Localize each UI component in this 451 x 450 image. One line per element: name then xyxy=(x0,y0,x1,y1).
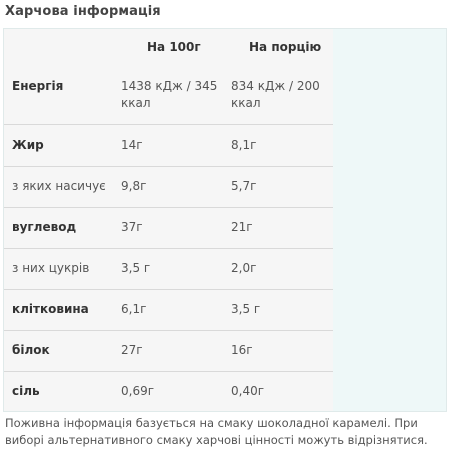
row-label: вуглевод xyxy=(12,220,77,234)
row-value-per-serving: 834 кДж / 200 ккал xyxy=(231,79,320,110)
header-per-100g: На 100г xyxy=(147,40,201,54)
row-value-per-serving: 8,1г xyxy=(231,138,257,152)
nutrition-table: На 100г На порцію Енергія 1438 кДж / 345… xyxy=(3,28,447,412)
row-value-per-serving: 2,0г xyxy=(231,261,257,275)
row-value-per-100g: 37г xyxy=(121,220,143,234)
table-row-sugars: з них цукрів 3,5 г 2,0г xyxy=(4,249,333,290)
row-value-per-100g: 14г xyxy=(121,138,143,152)
row-label: Жир xyxy=(12,138,44,152)
table-row-saturated: з яких насичує 9,8г 5,7г xyxy=(4,167,333,208)
row-value-per-serving: 21г xyxy=(231,220,253,234)
table-row-fat: Жир 14г 8,1г xyxy=(4,125,333,167)
row-value-per-100g: 0,69г xyxy=(121,384,155,398)
row-value-per-100g: 6,1г xyxy=(121,302,147,316)
table-row-energy: Енергія 1438 кДж / 345 ккал 834 кДж / 20… xyxy=(4,69,333,125)
header-per-serving: На порцію xyxy=(249,40,322,54)
row-label: з яких насичує xyxy=(12,179,106,193)
table-row-protein: білок 27г 16г xyxy=(4,331,333,372)
row-value-per-serving: 16г xyxy=(231,343,253,357)
row-value-per-serving: 0,40г xyxy=(231,384,265,398)
row-value-per-100g: 3,5 г xyxy=(121,261,151,275)
row-value-per-100g: 9,8г xyxy=(121,179,147,193)
row-value-per-serving: 3,5 г xyxy=(231,302,261,316)
table-row-fibre: клітковина 6,1г 3,5 г xyxy=(4,290,333,331)
footnote: Поживна інформація базується на смаку шо… xyxy=(5,416,428,447)
row-value-per-100g: 27г xyxy=(121,343,143,357)
row-label: клітковина xyxy=(12,302,89,316)
row-value-per-100g: 1438 кДж / 345 ккал xyxy=(121,79,218,110)
table-row-salt: сіль 0,69г 0,40г xyxy=(4,372,333,413)
table-row-carbs: вуглевод 37г 21г xyxy=(4,208,333,249)
table-body-background xyxy=(4,29,333,411)
row-value-per-serving: 5,7г xyxy=(231,179,257,193)
page-title: Харчова інформація xyxy=(5,4,161,19)
row-label: з них цукрів xyxy=(12,261,90,275)
table-header-row: На 100г На порцію xyxy=(4,29,333,69)
row-label: Енергія xyxy=(12,79,64,93)
row-label: білок xyxy=(12,343,50,357)
row-label: сіль xyxy=(12,384,40,398)
